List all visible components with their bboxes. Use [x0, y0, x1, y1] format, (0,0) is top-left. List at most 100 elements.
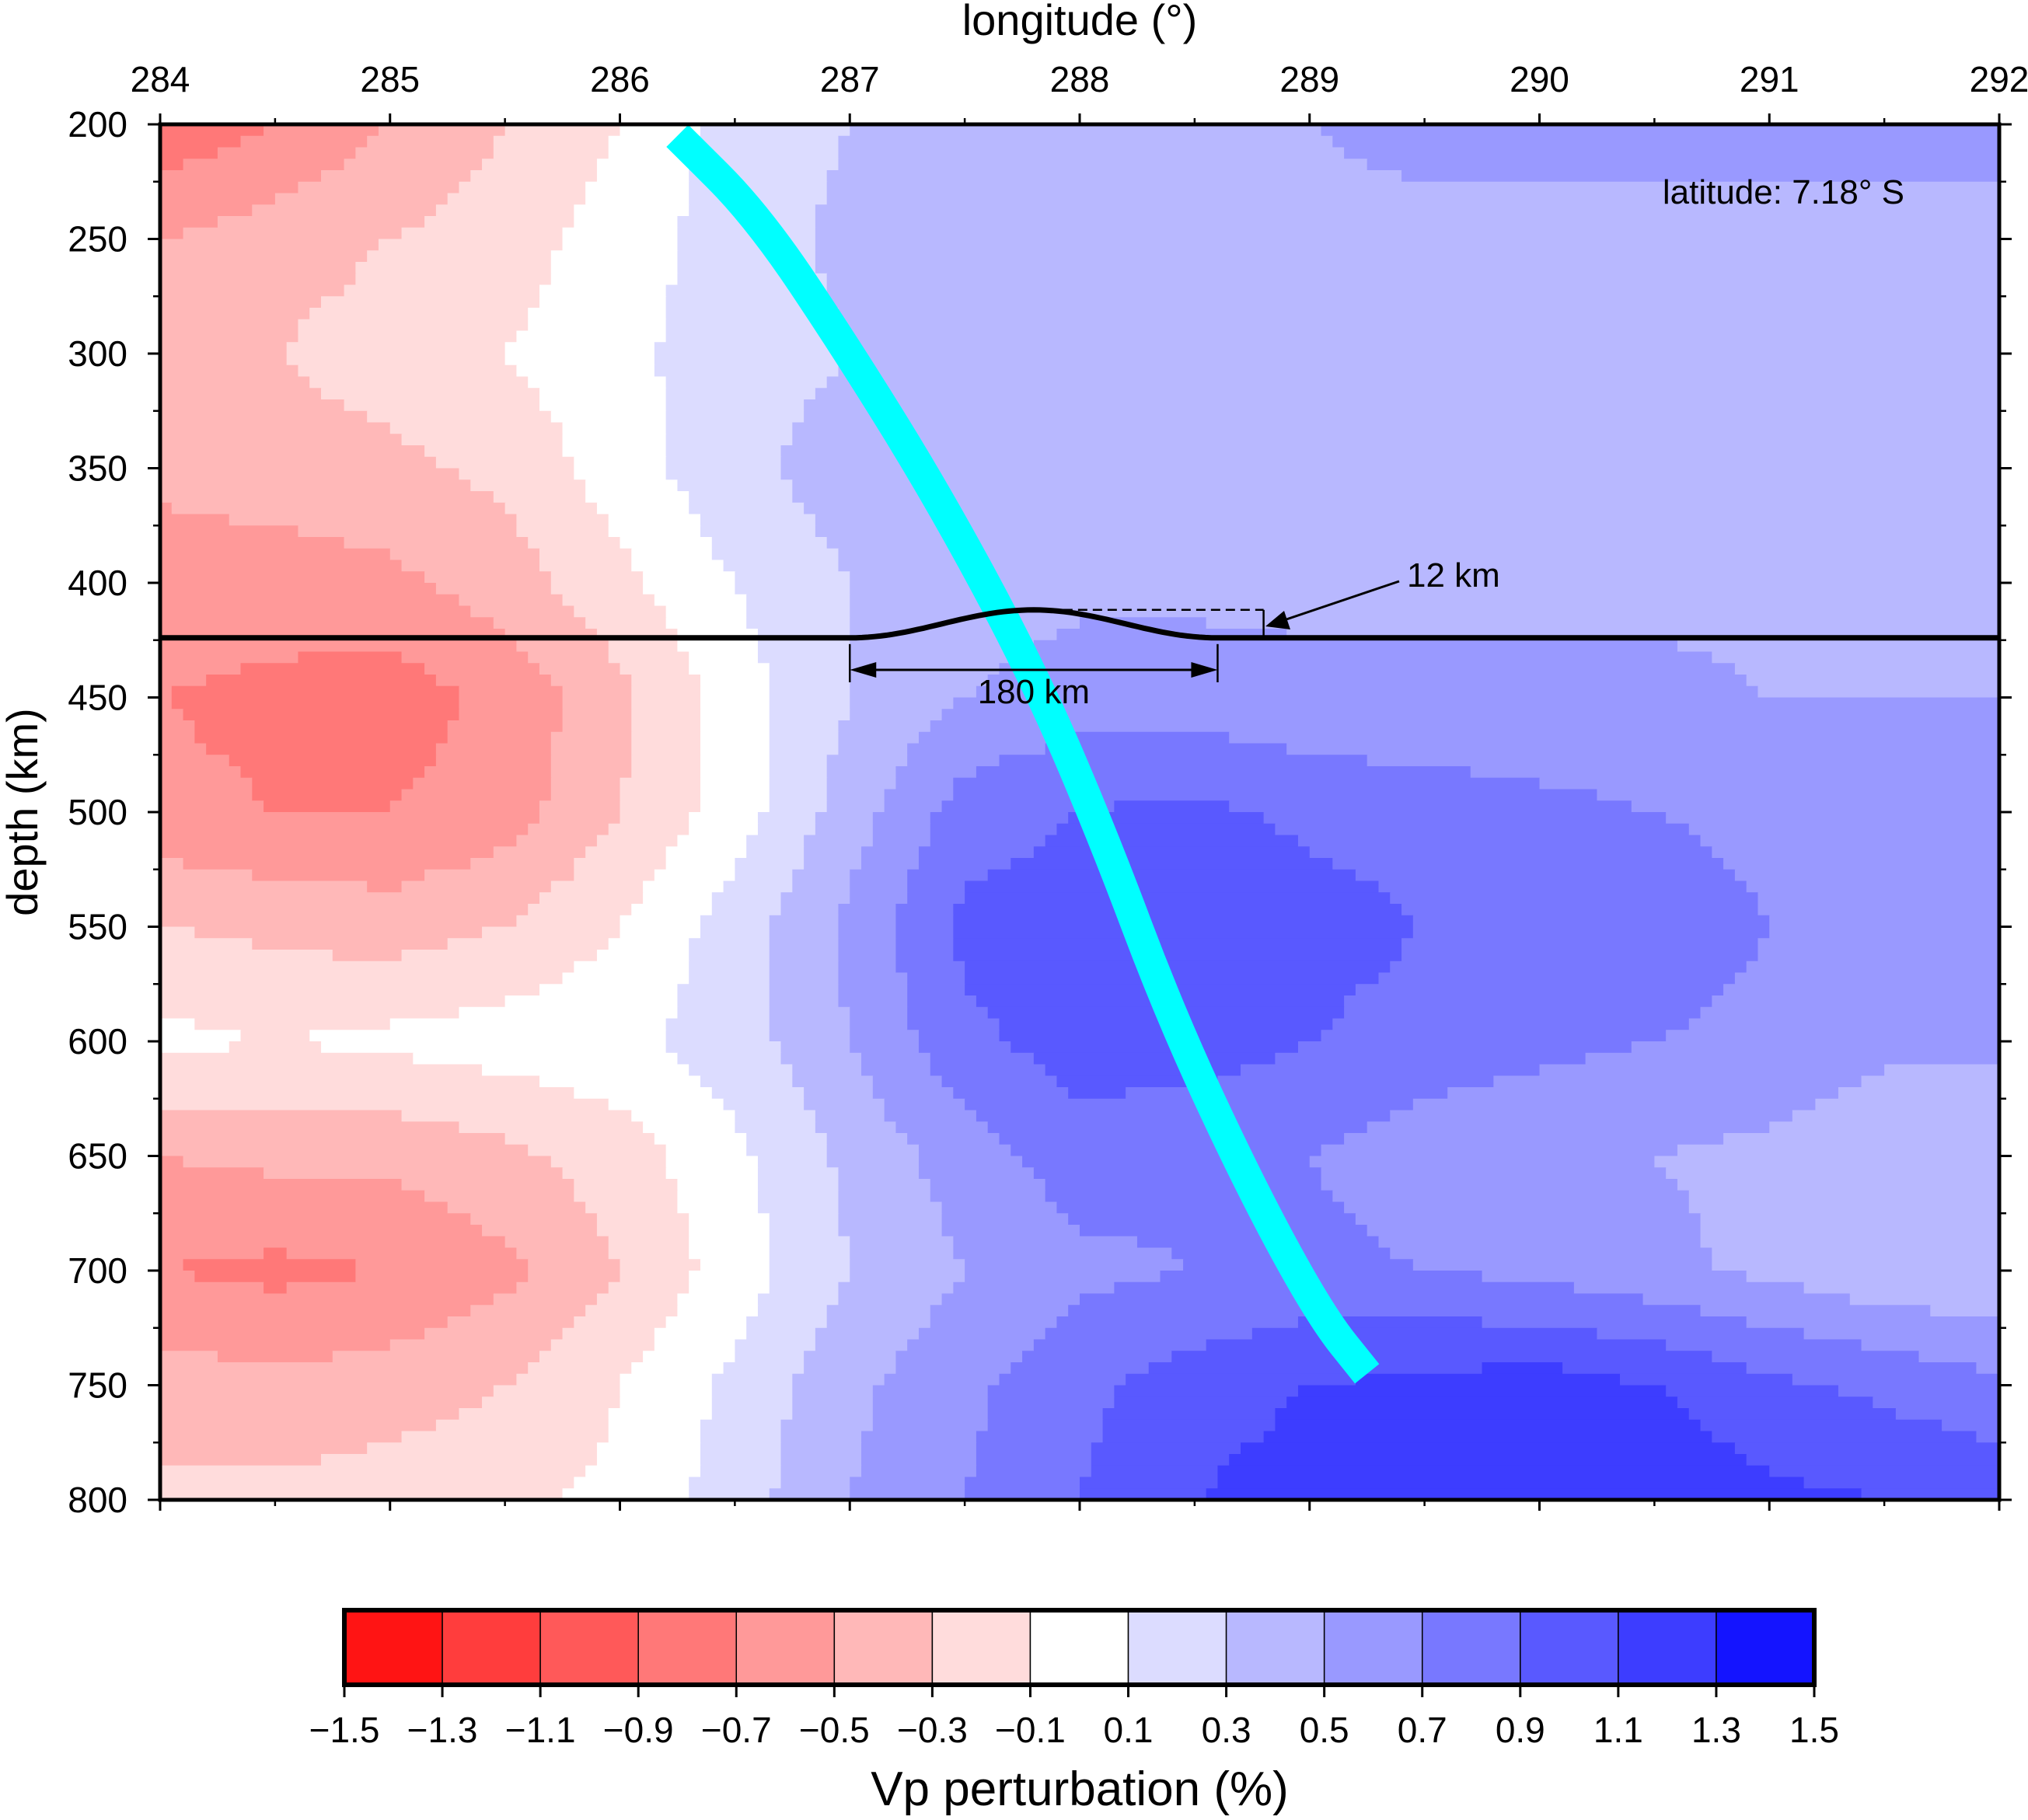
field-cell [171, 502, 506, 515]
field-cell [1286, 1396, 1678, 1409]
field-cell [1091, 1442, 1241, 1455]
field-cell [1631, 800, 1999, 813]
field-cell [654, 342, 851, 354]
field-cell [562, 594, 655, 607]
field-cell [769, 731, 839, 744]
field-cell [401, 1110, 633, 1123]
field-cell [160, 1305, 472, 1317]
field-cell [562, 720, 633, 733]
field-cell [769, 720, 839, 733]
field-cell [677, 984, 770, 996]
y-tick-label: 250 [68, 219, 127, 260]
field-cell [160, 1271, 196, 1283]
field-cell [792, 1076, 874, 1088]
field-cell [160, 1213, 472, 1226]
field-cell [746, 594, 851, 607]
field-cell [447, 1316, 575, 1329]
field-cell [528, 1362, 633, 1375]
field-cell [987, 1121, 1368, 1134]
field-cell [1367, 1121, 1771, 1134]
field-cell [700, 731, 770, 744]
field-cell [1412, 1098, 1817, 1111]
field-cell [815, 227, 1999, 240]
field-cell [1493, 1076, 1862, 1088]
field-cell [700, 1076, 794, 1088]
field-cell [850, 583, 1999, 595]
field-cell [826, 755, 908, 767]
field-cell [965, 961, 1391, 974]
field-cell [654, 869, 736, 882]
field-cell [780, 1419, 874, 1432]
field-cell [1642, 1293, 1851, 1306]
field-cell [264, 1247, 288, 1260]
field-cell [792, 1385, 874, 1398]
field-cell [1136, 1236, 1380, 1249]
field-cell [918, 1167, 1035, 1180]
field-cell [643, 1121, 736, 1134]
field-cell [298, 319, 529, 332]
field-cell [746, 605, 851, 619]
field-cell [838, 308, 1999, 320]
field-cell [746, 846, 805, 859]
field-cell [528, 376, 667, 389]
field-cell [700, 675, 770, 687]
field-cell [160, 995, 506, 1008]
field-cell [677, 1052, 782, 1065]
field-cell [895, 950, 955, 962]
field-cell [1401, 170, 1999, 183]
field-cell [838, 995, 908, 1008]
field-cell [815, 388, 1999, 400]
field-cell [769, 961, 839, 974]
field-cell [780, 1041, 851, 1054]
field-cell [574, 204, 690, 217]
field-cell [918, 846, 1035, 859]
field-cell [930, 720, 1999, 733]
field-cell [1838, 1385, 1999, 1398]
field-cell [850, 571, 1999, 584]
field-cell [574, 216, 679, 228]
field-cell [413, 777, 552, 790]
field-cell [780, 445, 1999, 458]
field-cell [965, 880, 1380, 894]
field-cell [1114, 1385, 1299, 1398]
field-cell [1011, 858, 1334, 870]
field-cell [1976, 1362, 1999, 1375]
field-cell [160, 823, 529, 836]
field-cell [1275, 1419, 1702, 1432]
colorbar-swatch [1618, 1609, 1717, 1686]
field-cell [815, 239, 1999, 252]
field-cell [459, 1121, 644, 1134]
field-cell [735, 583, 851, 595]
field-cell [550, 789, 621, 802]
field-cell [804, 502, 1999, 515]
x-axis-label: longitude (°) [962, 0, 1198, 44]
field-cell [160, 892, 540, 905]
field-cell [689, 938, 770, 950]
field-cell [1597, 1327, 1805, 1341]
field-cell [550, 766, 633, 779]
field-cell [1792, 1110, 1999, 1123]
field-cell [1792, 1373, 1999, 1386]
field-cell [711, 1087, 805, 1100]
x-tick-label: 285 [360, 59, 420, 99]
field-cell [435, 743, 552, 756]
field-cell [160, 1201, 449, 1215]
field-cell [1033, 1052, 1276, 1065]
field-cell [665, 376, 828, 389]
field-cell [160, 250, 368, 263]
field-cell [804, 1362, 897, 1375]
field-cell [838, 1281, 955, 1295]
field-cell [1401, 904, 1759, 916]
colorbar-tick-label: −0.9 [603, 1710, 674, 1750]
field-cell [689, 1477, 782, 1490]
field-cell [562, 1488, 690, 1500]
field-cell [700, 1419, 782, 1432]
field-cell [482, 1225, 598, 1237]
field-cell [1390, 1247, 1713, 1260]
field-cell [872, 835, 931, 848]
y-tick-label: 650 [68, 1136, 127, 1177]
field-cell [780, 1477, 851, 1490]
field-cell [838, 1167, 920, 1180]
field-cell [757, 1167, 839, 1180]
field-cell [482, 926, 621, 940]
